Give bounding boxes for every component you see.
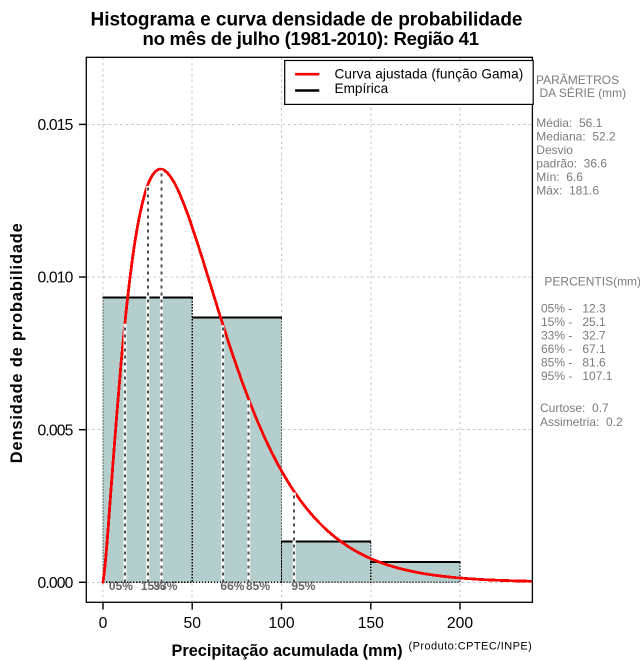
svg-text:33% - 32.7: 33% - 32.7 xyxy=(541,329,606,343)
svg-text:Precipitação acumulada (mm): Precipitação acumulada (mm) xyxy=(172,642,403,660)
svg-text:no mês de julho (1981-2010): R: no mês de julho (1981-2010): Região 41 xyxy=(143,28,480,49)
svg-text:05%: 05% xyxy=(109,579,133,593)
svg-text:(Produto:CPTEC/INPE): (Produto:CPTEC/INPE) xyxy=(409,641,532,653)
svg-text:15% - 25.1: 15% - 25.1 xyxy=(541,315,606,329)
svg-text:Média: 56.1: Média: 56.1 xyxy=(536,116,602,130)
svg-text:padrão: 36.6: padrão: 36.6 xyxy=(536,157,607,171)
svg-text:0.005: 0.005 xyxy=(38,422,74,439)
svg-text:0.000: 0.000 xyxy=(38,575,74,592)
svg-text:Desvio: Desvio xyxy=(536,143,573,157)
svg-text:0.015: 0.015 xyxy=(38,117,74,134)
svg-text:Curtose: 0.7: Curtose: 0.7 xyxy=(540,401,609,415)
svg-text:0: 0 xyxy=(99,615,108,632)
svg-text:66% - 67.1: 66% - 67.1 xyxy=(541,342,606,356)
svg-text:85% - 81.6: 85% - 81.6 xyxy=(541,356,606,370)
svg-text:05% - 12.3: 05% - 12.3 xyxy=(541,302,606,316)
svg-text:Densidade de probabilidade: Densidade de probabilidade xyxy=(8,223,26,463)
svg-text:Empírica: Empírica xyxy=(335,81,389,96)
svg-text:DA SÉRIE (mm): DA SÉRIE (mm) xyxy=(540,85,627,100)
svg-text:66%: 66% xyxy=(220,579,244,593)
svg-text:Mediana: 52.2: Mediana: 52.2 xyxy=(536,130,616,144)
svg-text:Histograma e curva densidade d: Histograma e curva densidade de probabil… xyxy=(91,9,523,30)
svg-text:PERCENTIS(mm): PERCENTIS(mm) xyxy=(544,275,640,289)
svg-text:Curva ajustada (função Gama): Curva ajustada (função Gama) xyxy=(335,66,524,81)
svg-text:15%: 15% xyxy=(141,579,165,593)
svg-text:0.010: 0.010 xyxy=(38,270,74,287)
svg-text:95% - 107.1: 95% - 107.1 xyxy=(541,369,613,383)
svg-text:Máx: 181.6: Máx: 181.6 xyxy=(536,184,599,198)
svg-text:95%: 95% xyxy=(291,579,315,593)
svg-text:33%: 33% xyxy=(153,579,177,593)
svg-text:100: 100 xyxy=(268,615,294,632)
svg-text:PARÂMETROS: PARÂMETROS xyxy=(536,72,619,87)
svg-text:50: 50 xyxy=(183,615,201,632)
svg-text:200: 200 xyxy=(447,615,473,632)
svg-text:85%: 85% xyxy=(246,579,270,593)
svg-text:Assimetria: 0.2: Assimetria: 0.2 xyxy=(540,415,623,429)
svg-text:Mín: 6.6: Mín: 6.6 xyxy=(536,170,583,184)
svg-text:150: 150 xyxy=(358,615,384,632)
